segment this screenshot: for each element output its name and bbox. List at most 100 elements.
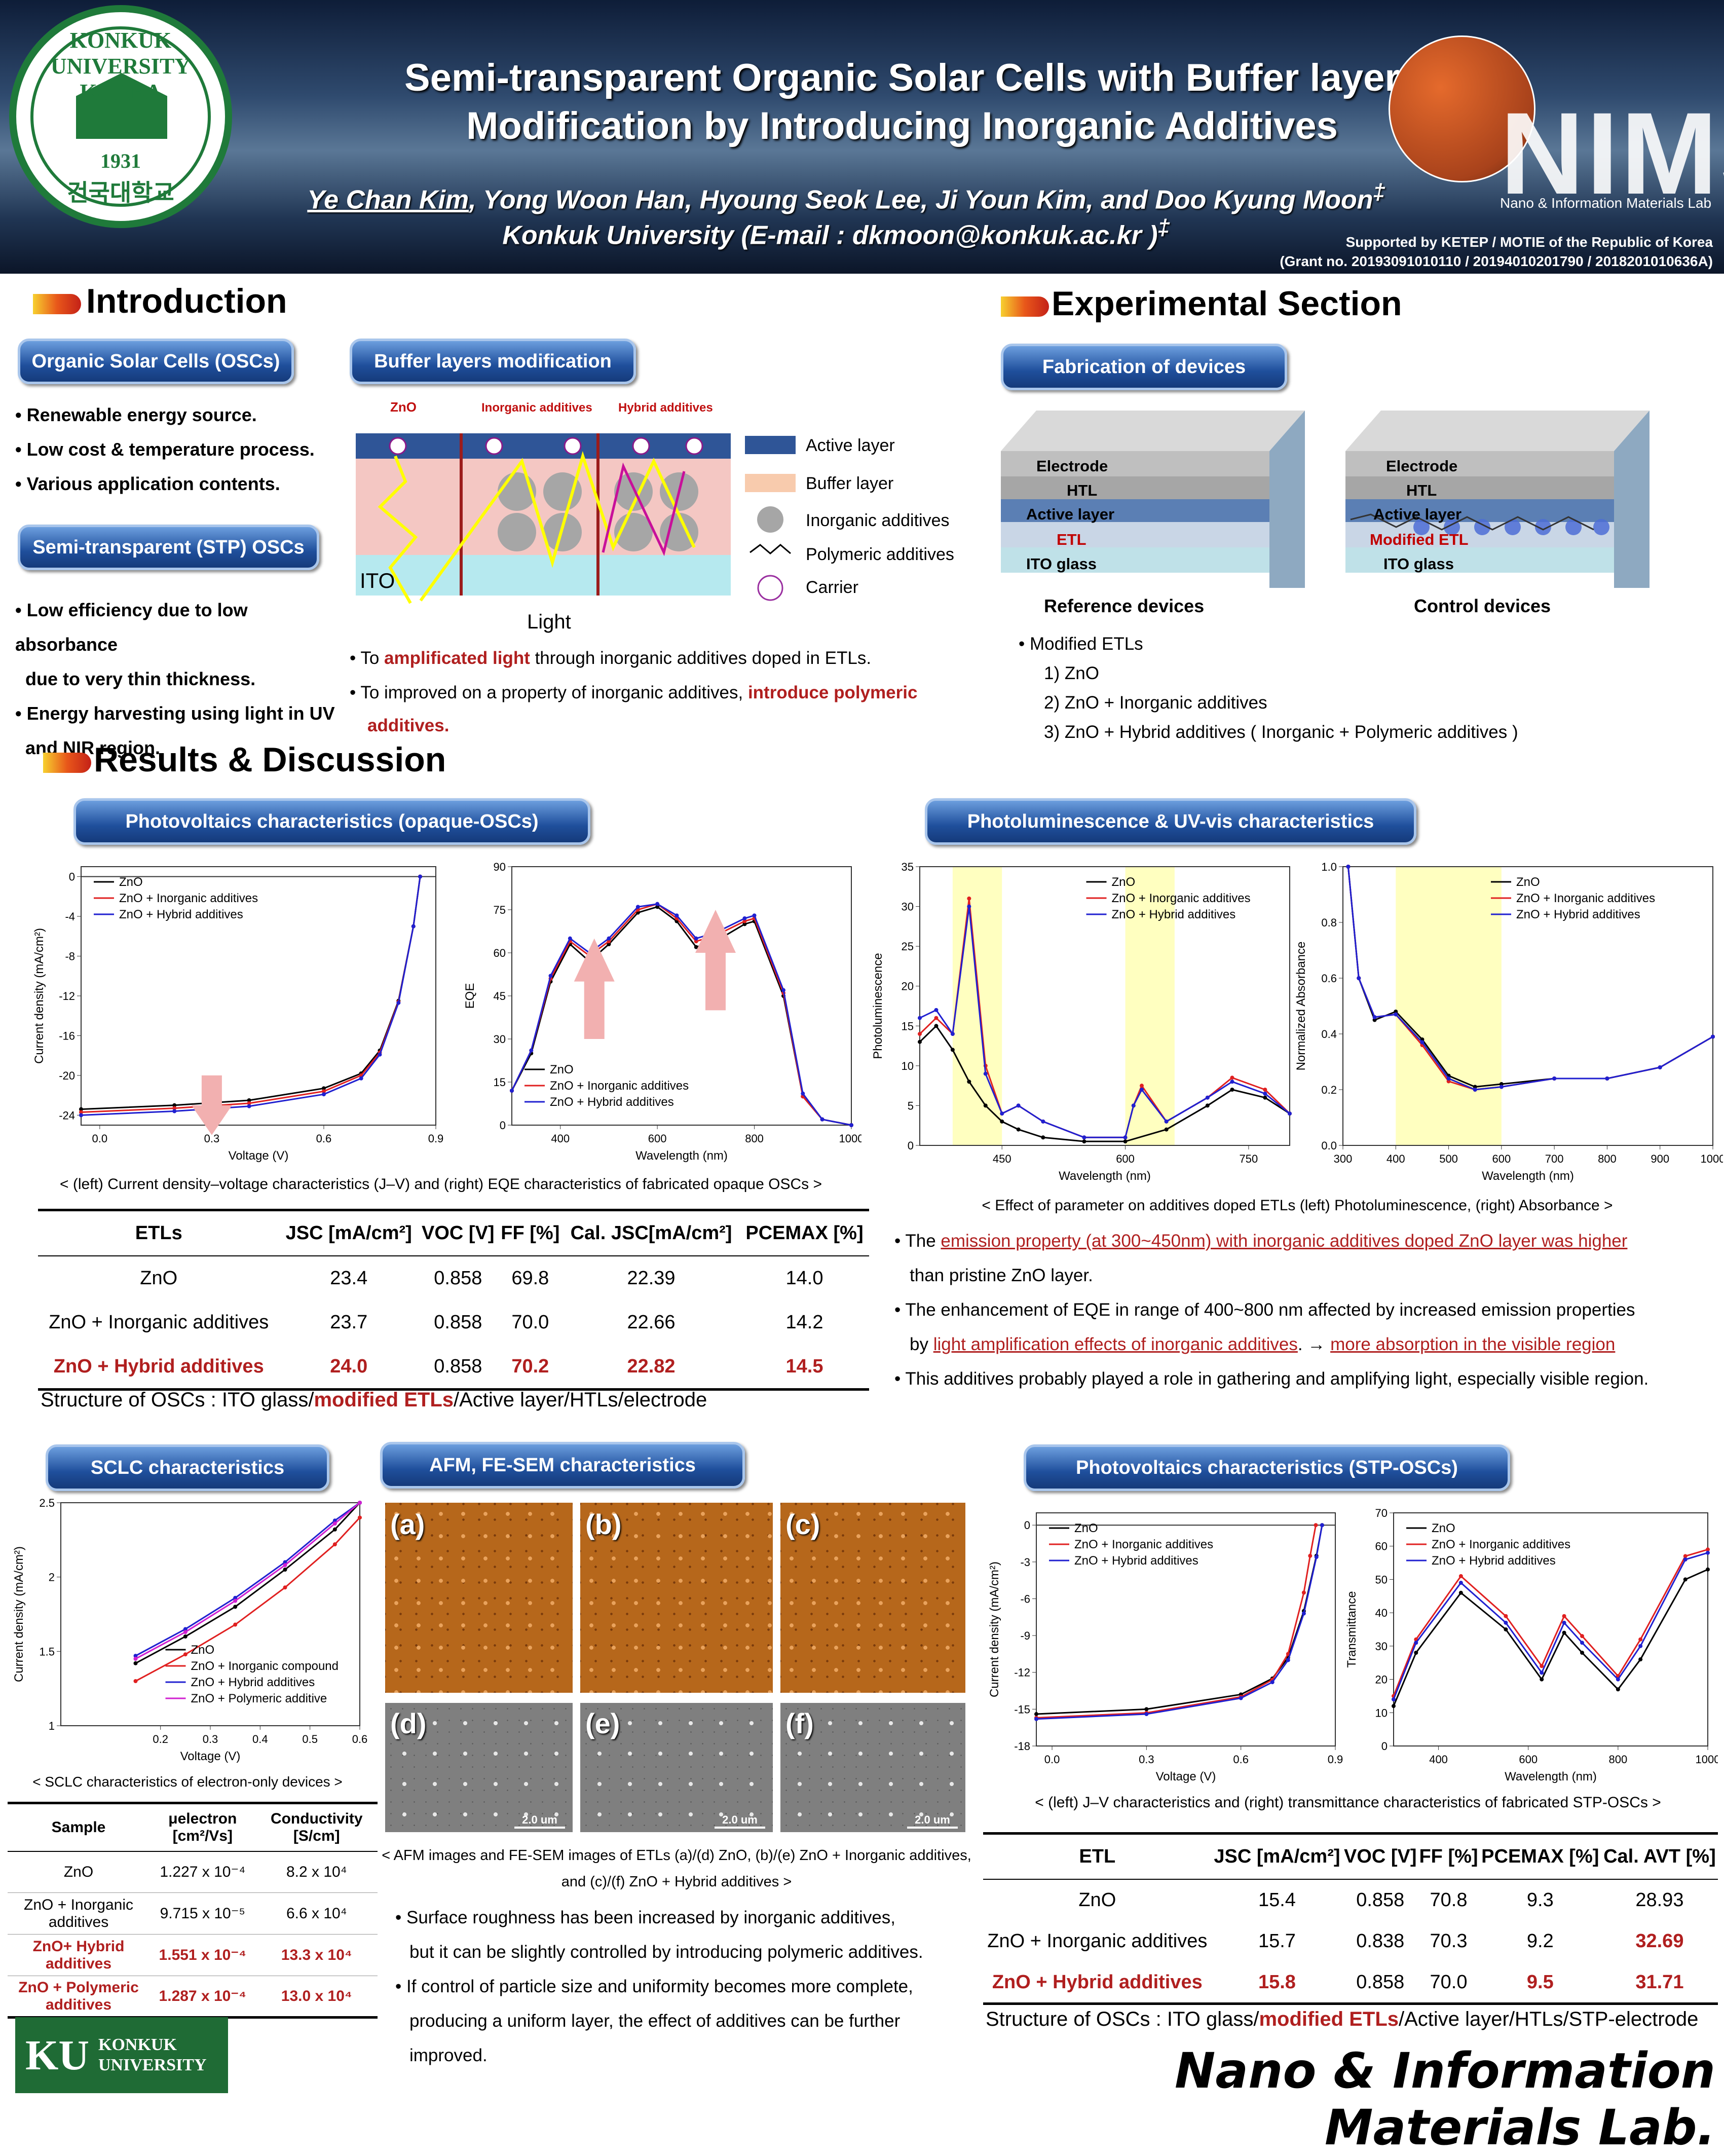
afm-discussion: • Surface roughness has been increased b…	[395, 1908, 923, 2065]
y-tick-label: -18	[1014, 1740, 1030, 1753]
x-tick-label: 0.9	[1328, 1753, 1343, 1766]
data-point	[1301, 1611, 1306, 1616]
stp-bullets: • Low efficiency due to low absorbance d…	[15, 600, 335, 758]
corresponding-mark: ‡	[1373, 180, 1385, 204]
data-point	[1616, 1687, 1620, 1692]
experimental-title: Experimental Section	[1052, 284, 1402, 323]
y-tick-label: 2.5	[39, 1497, 55, 1509]
data-point	[918, 1016, 922, 1020]
data-point	[1706, 1567, 1710, 1572]
data-point	[1504, 1627, 1508, 1631]
data-point	[1140, 1088, 1144, 1092]
buffer-note-2: • To improved on a property of inorganic…	[350, 683, 918, 702]
data-point	[607, 936, 611, 941]
y-tick-label: 1.0	[1321, 861, 1337, 873]
data-point	[950, 1048, 955, 1052]
x-axis-label: Wavelength (nm)	[1482, 1169, 1574, 1183]
data-point	[1446, 1079, 1451, 1084]
y-tick-label: -4	[65, 910, 75, 923]
legend-entry: ZnO + Inorganic additives	[119, 891, 258, 905]
data-point	[1286, 1658, 1290, 1662]
x-axis-label: Wavelength (nm)	[1059, 1169, 1151, 1183]
y-tick-label: -12	[1014, 1666, 1030, 1679]
legend-entry: ZnO + Inorganic additives	[1516, 891, 1655, 905]
data-point	[332, 1542, 337, 1547]
osc-bullet: • Various application contents.	[15, 473, 280, 494]
data-point	[934, 1016, 939, 1020]
table-row: ZnO 23.4 0.858 69.8 22.39 14.0	[140, 1267, 823, 1289]
data-point	[233, 1622, 238, 1627]
data-point	[183, 1627, 188, 1631]
data-point	[396, 1000, 401, 1005]
first-author: Ye Chan Kim	[307, 185, 469, 215]
table-row: ZnO + Inorganic additives 23.7 0.858 70.0 22…	[49, 1312, 823, 1333]
introduction-arrow-icon	[33, 294, 81, 314]
data-point	[283, 1568, 287, 1572]
svg-text:Modified ETL: Modified ETL	[1370, 531, 1469, 548]
data-point	[1562, 1620, 1566, 1625]
y-tick-label: 20	[1375, 1674, 1388, 1686]
x-tick-label: 0.3	[203, 1733, 218, 1745]
legend-entry: ZnO + Polymeric additive	[191, 1692, 327, 1705]
x-tick-label: 450	[993, 1153, 1011, 1165]
data-point	[1504, 1614, 1508, 1618]
x-tick-label: 1000	[1696, 1753, 1718, 1766]
eqe-chart: 400 600 800 1000 0 15 30 45 60 75 90 Wavelength (nm…	[463, 861, 861, 1163]
x-axis-label: Voltage (V)	[229, 1149, 289, 1163]
data-point	[1140, 1084, 1144, 1088]
x-tick-label: 1000	[839, 1132, 861, 1145]
x-tick-label: 0.0	[92, 1132, 108, 1145]
legend-entry: ZnO + Hybrid additives	[1112, 908, 1236, 921]
series-line	[135, 1502, 361, 1664]
x-tick-label: 900	[1651, 1153, 1669, 1165]
y-tick-label: -8	[65, 950, 75, 963]
x-tick-label: 600	[1492, 1153, 1511, 1165]
data-point	[1473, 1088, 1477, 1092]
data-point	[1123, 1135, 1128, 1140]
x-tick-label: 0.9	[428, 1132, 444, 1145]
other-authors: , Yong Woon Han, Hyoung Seok Lee, Ji You…	[469, 185, 1373, 215]
data-point	[655, 902, 660, 906]
data-point	[1144, 1712, 1149, 1717]
x-axis-label: Voltage (V)	[180, 1750, 241, 1763]
data-point	[1314, 1523, 1318, 1528]
svg-text:Active layer: Active layer	[1373, 505, 1461, 523]
data-point	[1357, 976, 1361, 980]
y-tick-label: -12	[59, 990, 75, 1002]
pv-stp-pill: Photovoltaics characteristics (STP-OSCs)	[1024, 1444, 1510, 1491]
data-point	[321, 1089, 326, 1094]
poster-title-line2: Modification by Introducing Inorganic Ad…	[466, 104, 1338, 147]
data-point	[967, 1080, 971, 1084]
y-tick-label: 25	[902, 940, 914, 953]
y-tick-label: 0	[500, 1119, 506, 1132]
legend-entry: ZnO + Hybrid additives	[1432, 1554, 1556, 1568]
data-point	[79, 1113, 83, 1118]
data-point	[183, 1630, 188, 1634]
highlight-band	[952, 867, 1002, 1145]
data-point	[1711, 1034, 1715, 1039]
y-tick-label: 0	[908, 1139, 914, 1152]
increase-arrow-icon	[191, 1075, 232, 1135]
data-point	[1230, 1075, 1234, 1080]
data-point	[1263, 1095, 1267, 1100]
data-point	[1041, 1135, 1045, 1140]
data-point	[1372, 1018, 1377, 1022]
pl-discussion: • The emission property (at 300~450nm) w…	[894, 1231, 1649, 1389]
x-tick-label: 600	[648, 1132, 667, 1145]
sem-image-d: (d) 2.0 um	[385, 1703, 573, 1832]
data-point	[1034, 1717, 1038, 1721]
data-point	[1706, 1550, 1710, 1555]
data-point	[781, 988, 785, 992]
data-point	[1205, 1095, 1210, 1100]
seal-top-text: KONKUK UNIVERSITY KOREA	[50, 28, 191, 104]
absorbance-chart: 300 400 500 600 700 800 900 1000 0.0 0.2 0.4 0.6 0.8…	[1294, 861, 1723, 1183]
series-line	[135, 1517, 361, 1682]
x-tick-label: 0.6	[1233, 1753, 1249, 1766]
y-tick-label: 45	[494, 990, 506, 1002]
konkuk-seal-logo: KONKUK UNIVERSITY KOREA 1931 건국대학교	[9, 5, 232, 228]
data-point	[1540, 1664, 1544, 1668]
data-point	[1263, 1091, 1267, 1096]
data-point	[1320, 1523, 1324, 1528]
y-tick-label: 0	[1024, 1519, 1030, 1532]
svg-text:Electrode: Electrode	[1386, 457, 1457, 475]
